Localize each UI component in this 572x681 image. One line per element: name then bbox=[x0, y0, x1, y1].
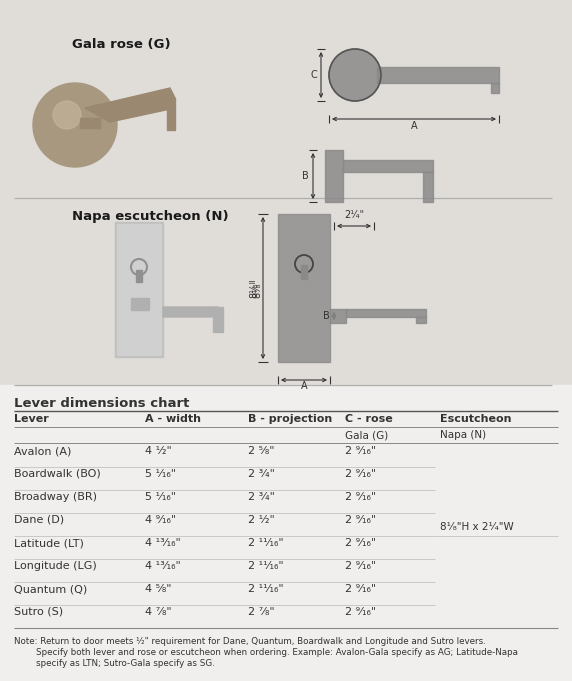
Text: B: B bbox=[302, 171, 309, 181]
Bar bbox=[416, 317, 426, 323]
Text: 2 ³⁄₄": 2 ³⁄₄" bbox=[248, 492, 275, 502]
Text: Note: Return to door meets ¹⁄₂" requirement for Dane, Quantum, Boardwalk and Lon: Note: Return to door meets ¹⁄₂" requirem… bbox=[14, 637, 486, 646]
Text: A: A bbox=[301, 381, 307, 391]
Bar bbox=[0, 385, 572, 681]
Text: Longitude (LG): Longitude (LG) bbox=[14, 561, 97, 571]
Text: Boardwalk (BO): Boardwalk (BO) bbox=[14, 469, 101, 479]
Text: 2 ¹⁄₂": 2 ¹⁄₂" bbox=[248, 515, 275, 525]
Text: 8¹⁄₈"H x 2¹⁄₄"W: 8¹⁄₈"H x 2¹⁄₄"W bbox=[440, 522, 514, 531]
Text: 2 ⁷⁄₈": 2 ⁷⁄₈" bbox=[248, 607, 275, 617]
Bar bbox=[325, 150, 343, 202]
Text: 2 ⁹⁄₁₆": 2 ⁹⁄₁₆" bbox=[345, 561, 376, 571]
Bar bbox=[131, 298, 149, 310]
Text: 2 ¹¹⁄₁₆": 2 ¹¹⁄₁₆" bbox=[248, 584, 284, 594]
Text: Gala (G): Gala (G) bbox=[345, 430, 388, 440]
Bar bbox=[136, 270, 142, 282]
Text: 4 ¹⁄₂": 4 ¹⁄₂" bbox=[145, 446, 172, 456]
Circle shape bbox=[33, 83, 117, 167]
Text: 5 ¹⁄₁₆": 5 ¹⁄₁₆" bbox=[145, 469, 176, 479]
Text: 5 ¹⁄₁₆": 5 ¹⁄₁₆" bbox=[145, 492, 176, 502]
Text: Broadway (BR): Broadway (BR) bbox=[14, 492, 97, 502]
Text: Sutro (S): Sutro (S) bbox=[14, 607, 63, 617]
Text: 2 ¹¹⁄₁₆": 2 ¹¹⁄₁₆" bbox=[248, 561, 284, 571]
Bar bbox=[423, 172, 433, 202]
Text: C: C bbox=[310, 70, 317, 80]
Text: specify as LTN; Sutro-Gala specify as SG.: specify as LTN; Sutro-Gala specify as SG… bbox=[14, 659, 214, 668]
Text: A: A bbox=[411, 121, 418, 131]
Text: Gala rose (G): Gala rose (G) bbox=[72, 38, 170, 51]
Text: 2 ¹¹⁄₁₆": 2 ¹¹⁄₁₆" bbox=[248, 538, 284, 548]
Bar bbox=[80, 118, 100, 128]
Text: 2¹⁄₄": 2¹⁄₄" bbox=[344, 210, 364, 220]
Text: Quantum (Q): Quantum (Q) bbox=[14, 584, 88, 594]
Text: 8¹⁄₈": 8¹⁄₈" bbox=[252, 278, 262, 298]
Text: 4 ⁷⁄₈": 4 ⁷⁄₈" bbox=[145, 607, 172, 617]
Bar bbox=[377, 67, 499, 83]
Text: 2 ⁹⁄₁₆": 2 ⁹⁄₁₆" bbox=[345, 607, 376, 617]
Text: Lever dimensions chart: Lever dimensions chart bbox=[14, 397, 189, 410]
Text: Escutcheon: Escutcheon bbox=[440, 414, 511, 424]
Polygon shape bbox=[165, 98, 175, 130]
Bar bbox=[343, 160, 433, 172]
Bar bbox=[301, 265, 307, 279]
Bar bbox=[491, 83, 499, 93]
Circle shape bbox=[329, 49, 381, 101]
Text: 2 ⁹⁄₁₆": 2 ⁹⁄₁₆" bbox=[345, 515, 376, 525]
Text: Latitude (LT): Latitude (LT) bbox=[14, 538, 84, 548]
Bar bbox=[0, 0, 572, 385]
Text: Napa escutcheon (N): Napa escutcheon (N) bbox=[72, 210, 229, 223]
Text: 4 ⁵⁄₈": 4 ⁵⁄₈" bbox=[145, 584, 172, 594]
Text: 2 ⁵⁄₈": 2 ⁵⁄₈" bbox=[248, 446, 275, 456]
Text: Specify both lever and rose or escutcheon when ordering. Example: Avalon-Gala sp: Specify both lever and rose or escutcheo… bbox=[14, 648, 518, 657]
Text: B - projection: B - projection bbox=[248, 414, 332, 424]
Text: 8¹⁄₈": 8¹⁄₈" bbox=[249, 278, 259, 298]
Text: 2 ⁹⁄₁₆": 2 ⁹⁄₁₆" bbox=[345, 446, 376, 456]
Text: Napa (N): Napa (N) bbox=[440, 430, 486, 440]
Polygon shape bbox=[85, 88, 175, 122]
Text: Lever: Lever bbox=[14, 414, 49, 424]
Bar bbox=[346, 309, 426, 317]
Text: B: B bbox=[323, 311, 330, 321]
Bar bbox=[278, 214, 330, 362]
Text: 2 ⁹⁄₁₆": 2 ⁹⁄₁₆" bbox=[345, 469, 376, 479]
Text: 4 ⁹⁄₁₆": 4 ⁹⁄₁₆" bbox=[145, 515, 176, 525]
Text: A - width: A - width bbox=[145, 414, 201, 424]
Text: 4 ¹³⁄₁₆": 4 ¹³⁄₁₆" bbox=[145, 561, 181, 571]
Text: 2 ⁹⁄₁₆": 2 ⁹⁄₁₆" bbox=[345, 492, 376, 502]
Text: 4 ¹³⁄₁₆": 4 ¹³⁄₁₆" bbox=[145, 538, 181, 548]
Bar bbox=[117, 224, 161, 355]
Text: 2 ⁹⁄₁₆": 2 ⁹⁄₁₆" bbox=[345, 584, 376, 594]
Text: C - rose: C - rose bbox=[345, 414, 393, 424]
Text: Avalon (A): Avalon (A) bbox=[14, 446, 72, 456]
Bar bbox=[330, 309, 346, 323]
Bar bbox=[213, 307, 223, 332]
Text: 2 ³⁄₄": 2 ³⁄₄" bbox=[248, 469, 275, 479]
Circle shape bbox=[53, 101, 81, 129]
Polygon shape bbox=[163, 307, 223, 317]
Bar bbox=[115, 222, 163, 357]
Text: 2 ⁹⁄₁₆": 2 ⁹⁄₁₆" bbox=[345, 538, 376, 548]
Text: Dane (D): Dane (D) bbox=[14, 515, 64, 525]
